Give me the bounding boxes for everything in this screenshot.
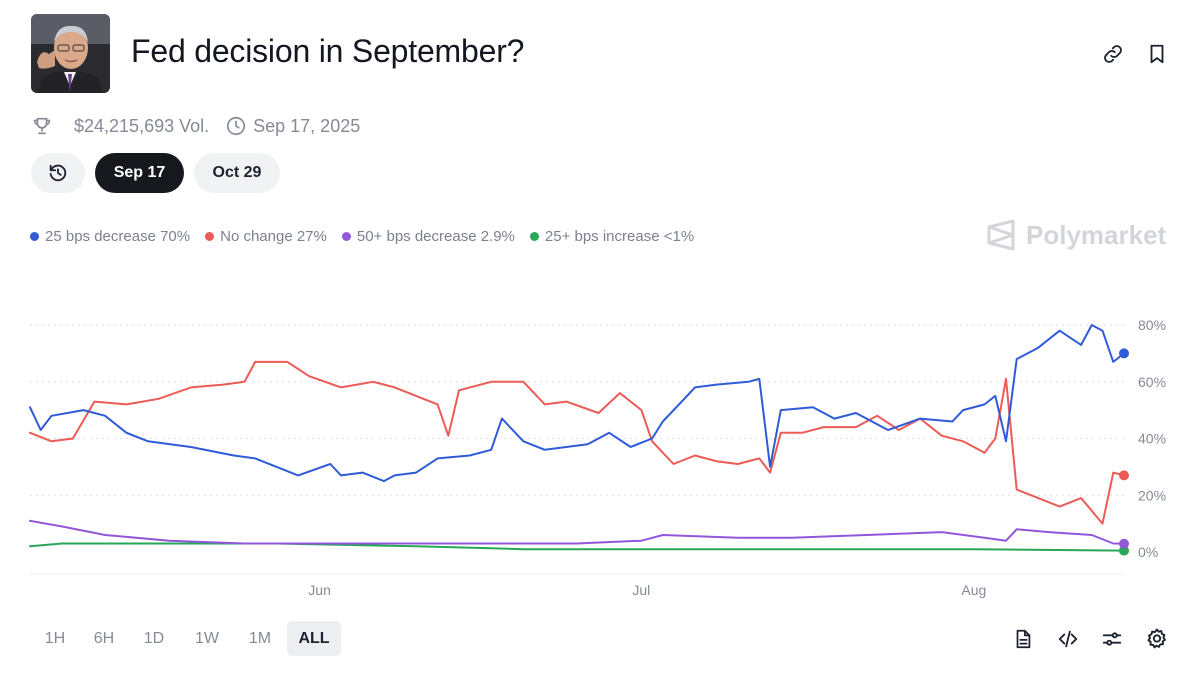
document-icon[interactable] [1010,626,1036,652]
x-axis-ticks: Jun Jul Aug [308,582,986,598]
range-all[interactable]: ALL [287,621,341,656]
gear-icon[interactable] [1144,626,1170,652]
series-line [29,519,1125,545]
legend-item-25bps-increase: 25+ bps increase <1% [529,228,695,245]
y-tick-label: 60% [1138,374,1166,390]
brand-label: Polymarket [1026,219,1167,250]
volume-label: $24,215,693 Vol. [74,115,210,136]
tab-oct-29[interactable]: Oct 29 [194,153,280,193]
polymarket-logo-icon [986,219,1016,251]
series-end-dot [1119,538,1129,549]
price-history-chart[interactable]: 0% 20% 40% 60% 80% Jun Jul Aug [0,300,1200,610]
series-end-dot [1119,470,1129,481]
market-meta: $24,215,693 Vol. Sep 17, 2025 [30,112,360,140]
tab-sep-17[interactable]: Sep 17 [95,153,184,193]
range-1w[interactable]: 1W [195,629,219,647]
x-tick-label: Jun [308,582,331,598]
series-lines [29,324,1125,552]
series-line [29,542,1125,552]
range-1m[interactable]: 1M [248,629,272,647]
x-tick-label: Aug [961,582,986,598]
range-1h[interactable]: 1H [44,629,66,647]
market-avatar [31,14,110,93]
y-tick-label: 80% [1138,317,1166,333]
y-tick-label: 0% [1138,544,1158,560]
y-tick-label: 20% [1138,487,1166,503]
range-1d[interactable]: 1D [143,629,165,647]
history-button[interactable] [31,153,85,193]
legend-dot [341,232,351,241]
chart-legend: 25 bps decrease 70% No change 27% 50+ bp… [30,228,709,245]
legend-item-no-change: No change 27% [205,228,327,245]
trophy-icon [30,114,54,138]
legend-label: 25 bps decrease 70% [45,228,191,245]
bookmark-icon[interactable] [1143,40,1171,68]
series-end-dot [1119,348,1129,359]
series-end-dots [1119,348,1129,556]
code-embed-icon[interactable] [1055,626,1081,652]
x-tick-label: Jul [632,582,650,598]
chart-grid [30,324,1124,575]
y-axis-ticks: 0% 20% 40% 60% 80% [1138,317,1166,560]
legend-label: 50+ bps decrease 2.9% [356,228,515,245]
sliders-icon[interactable] [1099,626,1125,652]
legend-dot [205,232,215,241]
link-icon[interactable] [1099,40,1127,68]
legend-label: 25+ bps increase <1% [544,228,695,245]
series-line [29,324,1125,483]
legend-dot [30,232,39,241]
market-title: Fed decision in September? [131,33,525,69]
end-date-label: Sep 17, 2025 [253,115,361,136]
series-line [29,360,1125,525]
clock-icon [224,114,248,138]
range-6h[interactable]: 6H [93,629,115,647]
polymarket-watermark: Polymarket [986,219,1166,251]
legend-item-25bps-decrease: 25 bps decrease 70% [30,228,190,245]
legend-item-50bps-decrease: 50+ bps decrease 2.9% [341,228,515,245]
legend-label: No change 27% [220,228,327,245]
history-icon [47,162,69,184]
y-tick-label: 40% [1138,431,1166,447]
legend-dot [529,232,539,241]
